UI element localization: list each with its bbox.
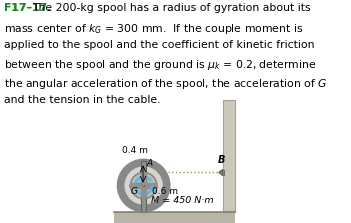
Text: 0.4 m: 0.4 m xyxy=(122,146,148,155)
Text: the angular acceleration of the spool, the acceleration of $G$: the angular acceleration of the spool, t… xyxy=(4,77,327,91)
Text: G: G xyxy=(131,187,138,196)
Bar xyxy=(114,212,236,223)
Circle shape xyxy=(131,172,157,199)
Text: mass center of $k_G$ = 300 mm.  If the couple moment is: mass center of $k_G$ = 300 mm. If the co… xyxy=(4,22,304,35)
Text: between the spool and the ground is $\mu_k$ = 0.2, determine: between the spool and the ground is $\mu… xyxy=(4,58,317,72)
Bar xyxy=(131,183,156,188)
Text: The 200-kg spool has a radius of gyration about its: The 200-kg spool has a radius of gyratio… xyxy=(32,3,311,13)
Text: and the tension in the cable.: and the tension in the cable. xyxy=(4,95,161,105)
Bar xyxy=(223,100,236,212)
Bar xyxy=(222,170,224,175)
Text: 0.6 m: 0.6 m xyxy=(152,187,178,196)
Circle shape xyxy=(142,184,145,187)
Text: A: A xyxy=(146,159,153,168)
Text: F17–17.: F17–17. xyxy=(4,3,52,13)
Text: M = 450 N·m: M = 450 N·m xyxy=(151,196,213,204)
Text: B: B xyxy=(218,155,225,165)
FancyArrow shape xyxy=(219,169,222,176)
Text: F17–17.: F17–17. xyxy=(4,3,52,13)
Circle shape xyxy=(140,182,148,190)
Bar xyxy=(141,161,146,212)
Circle shape xyxy=(120,162,167,209)
Text: applied to the spool and the coefficient of kinetic friction: applied to the spool and the coefficient… xyxy=(4,40,315,50)
Circle shape xyxy=(125,167,163,204)
